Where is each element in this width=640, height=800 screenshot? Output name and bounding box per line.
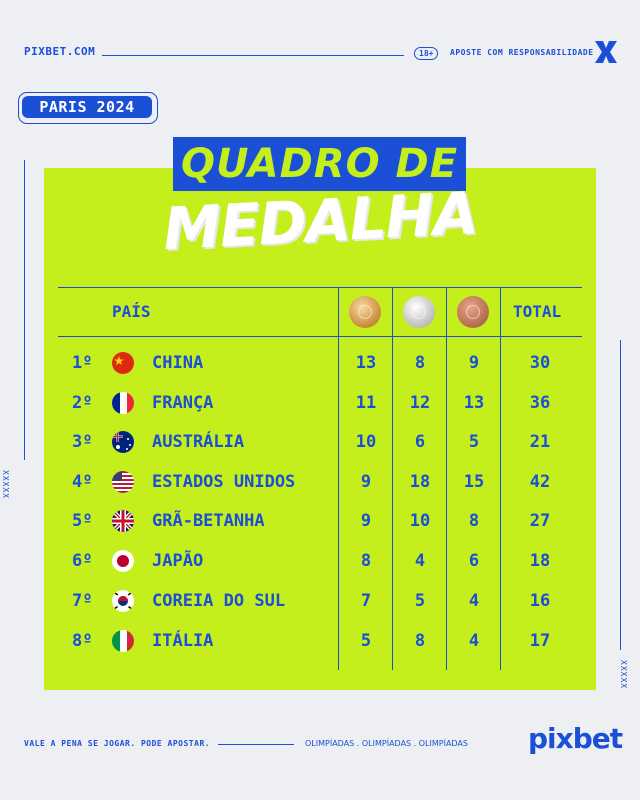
table-row: 3º AUSTRÁLIA 10 6 5 21	[0, 427, 640, 457]
column-header-total: TOTAL	[513, 302, 562, 321]
silver-count: 8	[414, 353, 426, 373]
total-count: 42	[529, 472, 551, 492]
country-name: FRANÇA	[152, 393, 214, 413]
gold-count: 10	[355, 432, 377, 452]
pixbet-logo[interactable]: pixbet	[528, 722, 623, 755]
silver-medal-icon	[403, 296, 435, 328]
table-row: 5º GRÃ-BETANHA 9 10 8 27	[0, 506, 640, 536]
right-side-marks: XXXXX	[619, 660, 628, 690]
rank: 6º	[72, 551, 93, 571]
title-line-1: QUADRO DE	[180, 141, 459, 187]
medal-table-panel	[44, 168, 596, 690]
table-row: 4º ESTADOS UNIDOS 9 18 15 42	[0, 467, 640, 497]
gold-count: 9	[360, 511, 372, 531]
paris-badge-outline	[18, 92, 158, 124]
table-row: 1º CHINA 13 8 9 30	[0, 348, 640, 378]
responsibility-text: APOSTE COM RESPONSABILIDADE	[450, 48, 594, 57]
total-count: 36	[529, 393, 551, 413]
table-row: 8º ITÁLIA 5 8 4 17	[0, 626, 640, 656]
silver-count: 4	[414, 551, 426, 571]
bronze-count: 9	[468, 353, 480, 373]
total-count: 21	[529, 432, 551, 452]
italy-flag-icon	[112, 630, 134, 652]
x-logo-icon	[595, 41, 617, 63]
age-badge: 18+	[414, 47, 439, 60]
country-name: JAPÃO	[152, 551, 204, 571]
rank: 5º	[72, 511, 93, 531]
bronze-count: 6	[468, 551, 480, 571]
header-divider	[102, 55, 404, 56]
south-korea-flag-icon	[112, 590, 134, 612]
total-count: 17	[529, 631, 551, 651]
rank: 8º	[72, 631, 93, 651]
country-name: AUSTRÁLIA	[152, 432, 245, 452]
gold-count: 5	[360, 631, 372, 651]
total-count: 18	[529, 551, 551, 571]
rank: 1º	[72, 353, 93, 373]
bronze-count: 13	[463, 393, 485, 413]
silver-count: 8	[414, 631, 426, 651]
table-row: 6º JAPÃO 8 4 6 18	[0, 546, 640, 576]
uk-flag-icon	[112, 510, 134, 532]
column-divider	[500, 287, 501, 670]
rank: 3º	[72, 432, 93, 452]
silver-count: 18	[409, 472, 431, 492]
table-header-line	[58, 336, 582, 337]
column-header-country: PAÍS	[112, 302, 151, 321]
gold-count: 13	[355, 353, 377, 373]
footer-tagline: OLIMPÍADAS . OLIMPÍADAS . OLIMPÍADAS	[305, 739, 468, 748]
table-row: 2º FRANÇA 11 12 13 36	[0, 388, 640, 418]
left-side-line	[24, 160, 25, 460]
gold-count: 9	[360, 472, 372, 492]
total-count: 27	[529, 511, 551, 531]
bronze-count: 8	[468, 511, 480, 531]
bronze-medal-icon	[457, 296, 489, 328]
right-side-line	[620, 340, 621, 650]
gold-count: 7	[360, 591, 372, 611]
country-name: GRÃ-BETANHA	[152, 511, 265, 531]
silver-count: 5	[414, 591, 426, 611]
paris-2024-badge: PARIS 2024	[22, 96, 152, 118]
table-row: 7º COREIA DO SUL 7 5 4 16	[0, 586, 640, 616]
bronze-count: 4	[468, 631, 480, 651]
country-name: ESTADOS UNIDOS	[152, 472, 296, 492]
footer-slogan: VALE A PENA SE JOGAR. PODE APOSTAR.	[24, 739, 211, 748]
country-name: COREIA DO SUL	[152, 591, 286, 611]
rank: 2º	[72, 393, 93, 413]
country-name: CHINA	[152, 353, 204, 373]
usa-flag-icon	[112, 471, 134, 493]
table-top-line	[58, 287, 582, 288]
china-flag-icon	[112, 352, 134, 374]
japan-flag-icon	[112, 550, 134, 572]
silver-count: 10	[409, 511, 431, 531]
australia-flag-icon	[112, 431, 134, 453]
bronze-count: 4	[468, 591, 480, 611]
gold-medal-icon	[349, 296, 381, 328]
total-count: 16	[529, 591, 551, 611]
rank: 4º	[72, 472, 93, 492]
rank: 7º	[72, 591, 93, 611]
total-count: 30	[529, 353, 551, 373]
footer-divider	[218, 744, 294, 745]
title-background	[173, 137, 466, 191]
gold-count: 11	[355, 393, 377, 413]
silver-count: 12	[409, 393, 431, 413]
column-divider	[392, 287, 393, 670]
bronze-count: 15	[463, 472, 485, 492]
column-divider	[338, 287, 339, 670]
country-name: ITÁLIA	[152, 631, 214, 651]
site-url[interactable]: PIXBET.COM	[24, 45, 96, 58]
column-divider	[446, 287, 447, 670]
silver-count: 6	[414, 432, 426, 452]
gold-count: 8	[360, 551, 372, 571]
bronze-count: 5	[468, 432, 480, 452]
france-flag-icon	[112, 392, 134, 414]
